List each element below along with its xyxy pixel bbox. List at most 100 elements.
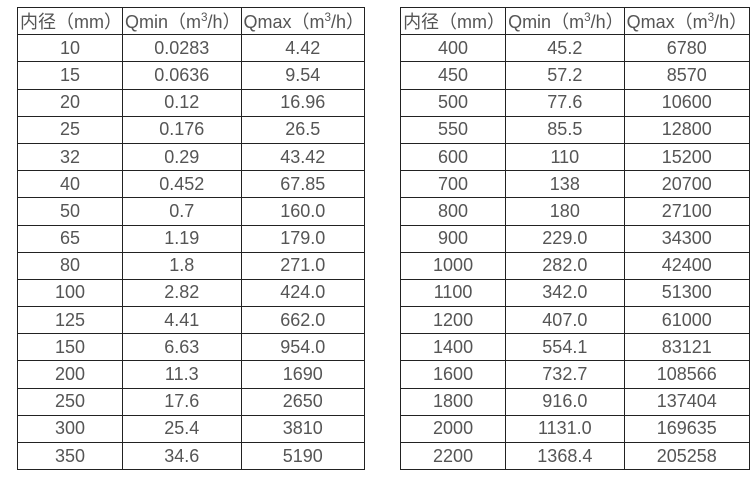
cell-qmin: 732.7 [505,360,625,389]
cell-qmin: 0.176 [122,115,242,144]
cell-diameter: 40 [17,170,123,199]
table-row: 450 57.2 8570 [400,61,750,90]
table-row: 200 11.3 1690 [17,360,366,389]
cell-qmax: 662.0 [240,306,366,335]
cell-qmin: 34.6 [122,441,242,471]
cell-qmax: 4.42 [240,34,366,63]
table-row: 25 0.176 26.5 [17,115,366,144]
cell-qmin: 110 [505,142,625,172]
cell-qmax: 205258 [623,441,750,471]
col-header-diameter: 内径（mm） [17,6,123,36]
table-row: 32 0.29 43.42 [17,142,366,172]
table-row: 400 45.2 6780 [400,34,750,63]
cell-diameter: 125 [17,306,123,335]
cell-qmax: 26.5 [240,115,366,144]
cell-qmax: 15200 [623,142,750,172]
cell-qmax: 169635 [623,414,750,444]
cell-diameter: 25 [17,115,123,144]
cell-qmax: 424.0 [240,278,366,308]
cell-diameter: 10 [17,34,123,63]
cell-qmax: 16.96 [240,88,366,117]
cell-qmax: 42400 [623,251,750,280]
cell-qmin: 0.0636 [122,61,242,90]
table-row: 1800 916.0 137404 [400,387,750,416]
cell-qmax: 10600 [623,88,750,117]
cell-qmin: 229.0 [505,224,625,253]
cell-qmin: 0.0283 [122,34,242,63]
col-header-qmax: Qmax（m3/h） [240,6,366,36]
table-row: 1600 732.7 108566 [400,360,750,389]
cell-qmin: 0.7 [122,197,242,226]
table-row: 150 6.63 954.0 [17,333,366,362]
table-row: 40 0.452 67.85 [17,170,366,199]
header-row: 内径（mm） Qmin（m3/h） Qmax（m3/h） [17,6,366,36]
table-row: 1200 407.0 61000 [400,306,750,335]
cell-diameter: 150 [17,333,123,362]
cell-diameter: 800 [400,197,507,226]
cell-qmin: 17.6 [122,387,242,416]
cell-qmax: 83121 [623,333,750,362]
cell-qmin: 554.1 [505,333,625,362]
table-row: 65 1.19 179.0 [17,224,366,253]
table-row: 700 138 20700 [400,170,750,199]
cell-diameter: 1400 [400,333,507,362]
table-row: 100 2.82 424.0 [17,278,366,308]
cell-qmax: 6780 [623,34,750,63]
col-header-qmin: Qmin（m3/h） [505,6,625,36]
cell-qmin: 77.6 [505,88,625,117]
cell-diameter: 100 [17,278,123,308]
table-header-row: 内径（mm） Qmin（m3/h） Qmax（m3/h） [17,6,366,36]
cell-qmin: 916.0 [505,387,625,416]
table-row: 50 0.7 160.0 [17,197,366,226]
cell-qmax: 2650 [240,387,366,416]
cell-diameter: 900 [400,224,507,253]
table-row: 500 77.6 10600 [400,88,750,117]
table-row: 250 17.6 2650 [17,387,366,416]
table-row: 1400 554.1 83121 [400,333,750,362]
table-row: 80 1.8 271.0 [17,251,366,280]
table-row: 10 0.0283 4.42 [17,34,366,63]
cell-diameter: 500 [400,88,507,117]
cell-diameter: 1800 [400,387,507,416]
cell-diameter: 20 [17,88,123,117]
cell-qmax: 51300 [623,278,750,308]
cell-qmax: 34300 [623,224,750,253]
cell-diameter: 1100 [400,278,507,308]
cell-qmin: 25.4 [122,414,242,444]
cell-qmin: 6.63 [122,333,242,362]
cell-qmax: 179.0 [240,224,366,253]
cell-diameter: 200 [17,360,123,389]
cell-diameter: 1600 [400,360,507,389]
table-row: 600 110 15200 [400,142,750,172]
cell-qmax: 137404 [623,387,750,416]
cell-diameter: 700 [400,170,507,199]
cell-diameter: 250 [17,387,123,416]
cell-qmin: 1131.0 [505,414,625,444]
cell-qmin: 45.2 [505,34,625,63]
col-header-qmax: Qmax（m3/h） [623,6,750,36]
cell-qmin: 57.2 [505,61,625,90]
table-body: 400 45.2 6780 450 57.2 8570 500 77.6 10600 550 85.… [400,34,750,471]
cell-diameter: 50 [17,197,123,226]
cell-qmin: 0.12 [122,88,242,117]
cell-diameter: 15 [17,61,123,90]
cell-qmax: 43.42 [240,142,366,172]
cell-diameter: 32 [17,142,123,172]
cell-qmin: 1368.4 [505,441,625,471]
cell-qmin: 1.19 [122,224,242,253]
table-row: 300 25.4 3810 [17,414,366,444]
table-row: 2200 1368.4 205258 [400,441,750,471]
table-row: 800 180 27100 [400,197,750,226]
cell-qmax: 5190 [240,441,366,471]
cell-qmax: 12800 [623,115,750,144]
table-row: 550 85.5 12800 [400,115,750,144]
cell-qmin: 1.8 [122,251,242,280]
cell-diameter: 450 [400,61,507,90]
table-header-row: 内径（mm） Qmin（m3/h） Qmax（m3/h） [400,6,750,36]
cell-qmax: 61000 [623,306,750,335]
cell-qmin: 138 [505,170,625,199]
flow-table-large-diameters: 内径（mm） Qmin（m3/h） Qmax（m3/h） 400 45.2 6780 45… [400,6,750,471]
table-row: 1000 282.0 42400 [400,251,750,280]
cell-diameter: 550 [400,115,507,144]
